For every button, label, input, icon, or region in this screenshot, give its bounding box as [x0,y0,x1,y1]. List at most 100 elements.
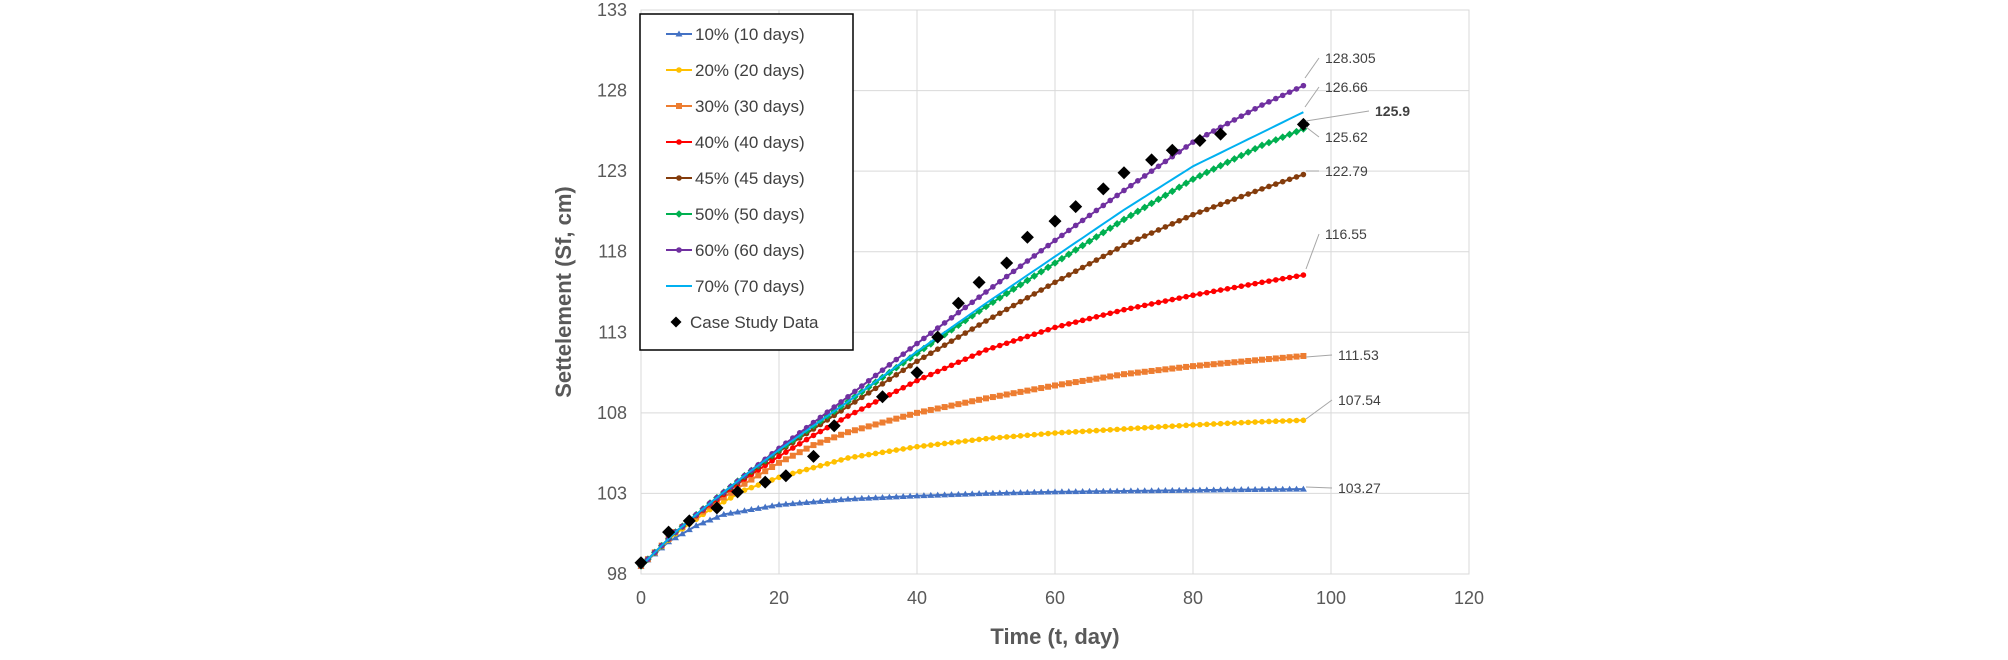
series-point [1127,487,1135,494]
series-point [1162,158,1169,165]
series-point [1217,420,1224,427]
series-point [1279,92,1286,99]
series-point [997,278,1003,285]
series-point [1252,105,1258,112]
series-point [1237,486,1245,493]
series-point [1072,319,1079,325]
series-point [1210,204,1217,210]
series-point [1023,276,1032,285]
series-point [1231,420,1238,426]
series-point [900,446,906,452]
y-tick-label: 128 [597,81,627,101]
series-point [1066,227,1072,234]
series-point [1086,428,1093,434]
legend-entry: 45% (45 days) [666,169,805,188]
series-line [640,111,1304,567]
series-point [1190,211,1196,218]
case-study-point [1020,230,1034,244]
series-point [1238,419,1245,426]
series-point [761,503,769,510]
series-point [1148,230,1155,236]
series-point [983,318,989,324]
series-point [824,436,831,443]
series-point [1300,82,1307,89]
series-point [1252,188,1258,195]
series-point [934,346,941,353]
series-point [1134,369,1141,376]
series-point [1079,317,1086,324]
series-point [1121,371,1127,378]
x-tick-label: 120 [1454,588,1484,608]
series-point [1059,322,1065,329]
series-point [1134,487,1142,494]
series-point [1045,242,1051,249]
series-point [1010,302,1017,309]
series-point [1204,206,1210,213]
series-point [1079,487,1087,494]
series-point [1183,214,1189,221]
series-point [859,394,865,401]
series-point [748,476,755,483]
series-point [1273,418,1279,425]
series-point [1066,272,1072,278]
series-lines [637,82,1308,570]
series-point [1155,299,1162,306]
series-point [1155,424,1162,430]
series-point [1092,487,1100,494]
series-point [934,491,942,498]
series-point [1059,232,1065,239]
series-point [1099,487,1107,494]
series-point [1141,424,1148,431]
series-point [1059,429,1065,436]
series-point [989,394,996,401]
series-point [900,367,906,374]
series-point [1182,179,1190,188]
series-point [1286,274,1293,281]
case-study-point [1214,127,1228,141]
series-point [1010,390,1017,397]
series-point [934,368,941,375]
series-point [824,460,831,467]
series-point [1266,278,1272,284]
series-point [1024,432,1031,439]
series-point [1175,486,1183,493]
case-study-point [662,525,676,539]
series-point [907,346,913,352]
series-point [838,431,845,438]
series-point [1003,391,1010,398]
series-point [769,458,775,464]
series-point [962,356,969,362]
series-point [1168,486,1176,493]
series-point [1183,144,1189,150]
series-point [810,464,817,471]
series-point [1224,198,1231,205]
series-point [1031,331,1038,338]
series-point [1224,420,1231,427]
series-point [1024,387,1031,394]
series-point [1183,363,1190,370]
series-point [817,439,824,446]
series-point [997,342,1003,349]
legend-label: 60% (60 days) [695,241,805,260]
series-point [1107,249,1113,256]
series-point [845,455,851,461]
series-point [1293,485,1300,492]
series-point [1238,193,1245,200]
series-point [872,399,879,405]
series-point [947,326,956,334]
series-point [914,358,920,365]
series-point [893,388,900,395]
series-point [1265,356,1272,363]
series-point [1140,203,1149,212]
series-point [747,506,755,513]
series-point [1120,215,1128,224]
series-point [975,490,983,497]
series-point [1086,315,1093,322]
series-point [1038,287,1044,293]
series-point [1135,425,1141,431]
series-point [1168,187,1177,196]
series-point [727,489,734,496]
series-point [941,440,948,447]
series-point [1197,291,1203,297]
series-point [865,494,873,501]
